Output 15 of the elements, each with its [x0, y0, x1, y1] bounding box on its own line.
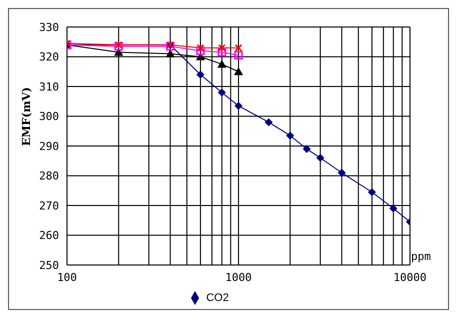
x-tick-label: 1000 — [225, 270, 252, 284]
x-tick-label: 100 — [57, 270, 77, 284]
x-axis-title: ppm — [411, 250, 432, 263]
y-tick-label: 280 — [39, 170, 59, 183]
x-tick-label: 10000 — [393, 270, 427, 284]
y-tick-label: 300 — [39, 110, 59, 124]
legend-label: CO2 — [206, 292, 229, 304]
y-tick-label: 290 — [39, 140, 59, 153]
y-tick-label: 330 — [39, 20, 59, 34]
y-tick-label: 260 — [39, 229, 59, 242]
y-axis-title: EMF(mV) — [20, 87, 33, 146]
y-tick-label: 320 — [39, 50, 59, 64]
y-tick-label: 270 — [39, 199, 59, 212]
y-tick-label: 250 — [39, 258, 59, 272]
y-tick-label: 310 — [39, 80, 59, 94]
